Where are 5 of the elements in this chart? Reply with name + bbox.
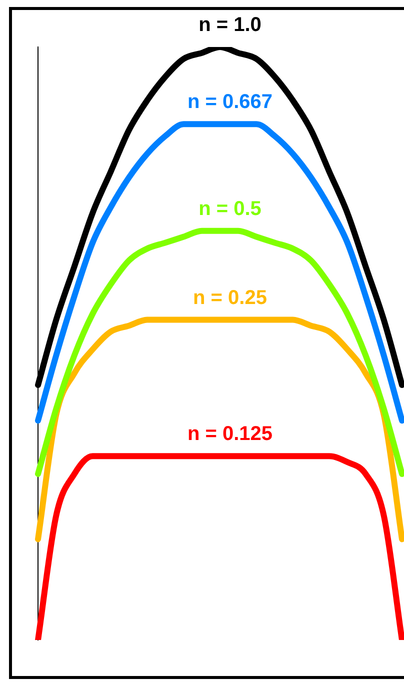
series-label: n = 1.0	[198, 14, 262, 36]
series-label: n = 0.125	[187, 423, 273, 446]
series-label: n = 0.25	[193, 286, 267, 309]
series-label: n = 0.667	[187, 91, 273, 114]
series-label: n = 0.5	[198, 198, 262, 220]
